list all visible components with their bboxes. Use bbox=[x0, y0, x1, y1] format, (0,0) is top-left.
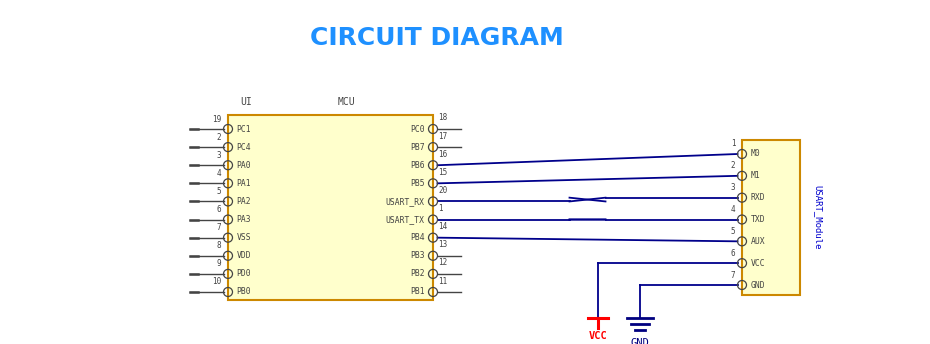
Text: RXD: RXD bbox=[751, 193, 765, 202]
Text: USART_RX: USART_RX bbox=[386, 197, 424, 206]
Text: USART_Module: USART_Module bbox=[814, 185, 822, 250]
Text: PB3: PB3 bbox=[410, 251, 424, 260]
Text: M0: M0 bbox=[751, 150, 760, 159]
Text: AUX: AUX bbox=[751, 237, 765, 246]
Text: 2: 2 bbox=[217, 132, 221, 142]
Text: 5: 5 bbox=[217, 187, 221, 196]
Text: M1: M1 bbox=[751, 171, 760, 180]
Text: PB4: PB4 bbox=[410, 233, 424, 242]
Text: 13: 13 bbox=[439, 240, 447, 249]
Text: 9: 9 bbox=[217, 259, 221, 268]
Text: 15: 15 bbox=[439, 168, 447, 177]
Text: 1: 1 bbox=[439, 204, 443, 213]
Text: PA2: PA2 bbox=[236, 197, 251, 206]
Text: 4: 4 bbox=[731, 205, 736, 214]
Text: PC1: PC1 bbox=[236, 125, 251, 133]
Text: 3: 3 bbox=[731, 183, 736, 192]
Text: 19: 19 bbox=[212, 115, 221, 123]
Text: 14: 14 bbox=[439, 222, 447, 231]
Text: VCC: VCC bbox=[589, 331, 607, 341]
Text: GND: GND bbox=[751, 280, 765, 290]
Text: 10: 10 bbox=[212, 278, 221, 287]
Text: PA1: PA1 bbox=[236, 179, 251, 188]
Text: MCU: MCU bbox=[339, 97, 355, 107]
Text: VDD: VDD bbox=[236, 251, 251, 260]
Text: 17: 17 bbox=[439, 132, 447, 141]
Text: 12: 12 bbox=[439, 258, 447, 267]
Text: VSS: VSS bbox=[236, 233, 251, 242]
Text: 18: 18 bbox=[439, 114, 447, 122]
Text: 11: 11 bbox=[439, 277, 447, 286]
Text: UI: UI bbox=[240, 97, 252, 107]
Text: GND: GND bbox=[631, 338, 649, 344]
Text: 1: 1 bbox=[731, 140, 736, 149]
Text: PC4: PC4 bbox=[236, 143, 251, 152]
Text: PB1: PB1 bbox=[410, 288, 424, 297]
Text: PB5: PB5 bbox=[410, 179, 424, 188]
Text: 5: 5 bbox=[731, 227, 736, 236]
Text: PB7: PB7 bbox=[410, 143, 424, 152]
Text: 16: 16 bbox=[439, 150, 447, 159]
Text: 7: 7 bbox=[731, 270, 736, 279]
Text: PB2: PB2 bbox=[410, 269, 424, 278]
Text: PB6: PB6 bbox=[410, 161, 424, 170]
Text: 20: 20 bbox=[439, 186, 447, 195]
Text: 6: 6 bbox=[731, 249, 736, 258]
Text: PD0: PD0 bbox=[236, 269, 251, 278]
Text: CIRCUIT DIAGRAM: CIRCUIT DIAGRAM bbox=[311, 26, 564, 50]
Text: PB0: PB0 bbox=[236, 288, 251, 297]
Bar bbox=[742, 140, 800, 295]
Text: PA3: PA3 bbox=[236, 215, 251, 224]
Text: PA0: PA0 bbox=[236, 161, 251, 170]
Text: USART_TX: USART_TX bbox=[386, 215, 424, 224]
Text: VCC: VCC bbox=[751, 259, 765, 268]
Text: 2: 2 bbox=[731, 161, 736, 170]
Text: 6: 6 bbox=[217, 205, 221, 214]
Text: 3: 3 bbox=[217, 151, 221, 160]
Text: 4: 4 bbox=[217, 169, 221, 178]
Text: 8: 8 bbox=[217, 241, 221, 250]
Bar bbox=[228, 115, 433, 300]
Text: PC0: PC0 bbox=[410, 125, 424, 133]
Text: TXD: TXD bbox=[751, 215, 765, 224]
Text: 7: 7 bbox=[217, 223, 221, 232]
